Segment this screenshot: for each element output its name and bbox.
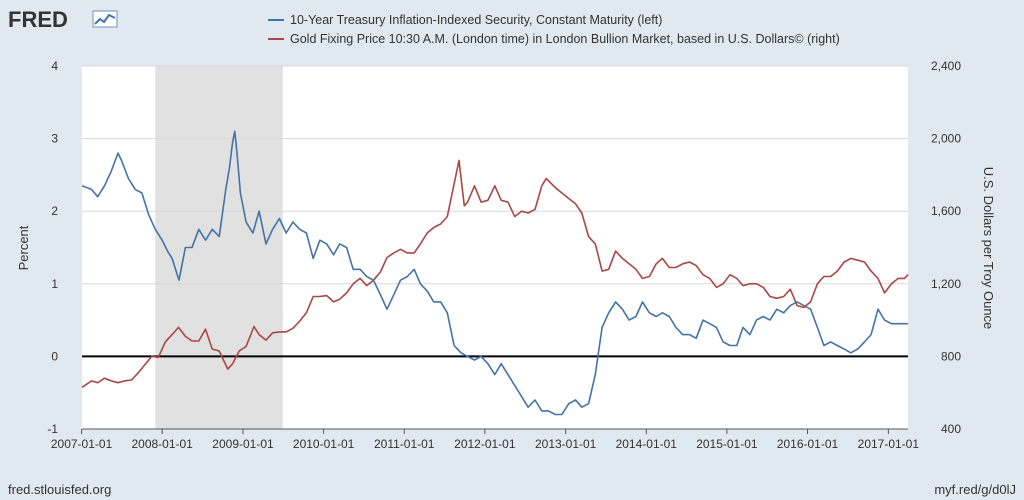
legend-label-gold: Gold Fixing Price 10:30 A.M. (London tim… xyxy=(290,32,840,46)
legend-item-gold[interactable]: Gold Fixing Price 10:30 A.M. (London tim… xyxy=(268,32,840,46)
y-axis-right: 2,400 2,000 1,600 1,200 800 400 xyxy=(931,59,961,436)
x-tick-label-1: 2008-01-01 xyxy=(131,437,193,451)
y-left-tick-label-0: 4 xyxy=(51,59,58,73)
x-tick-label-4: 2011-01-01 xyxy=(374,437,435,451)
legend-label-treasury: 10-Year Treasury Inflation-Indexed Secur… xyxy=(290,13,662,27)
y-left-tick-label-3: 1 xyxy=(51,277,58,291)
x-tick-label-0: 2007-01-01 xyxy=(51,437,113,451)
y-right-tick-label-3: 1,200 xyxy=(931,277,961,291)
y-axis-left: 4 3 2 1 0 -1 xyxy=(47,59,58,436)
trend-chart-icon xyxy=(92,10,118,28)
y-axis-right-title: U.S. Dollars per Troy Ounce xyxy=(981,167,996,330)
y-right-tick-label-4: 800 xyxy=(941,349,961,363)
y-left-tick-label-4: 0 xyxy=(51,349,58,363)
series-layer xyxy=(81,130,909,416)
y-left-tick-label-2: 2 xyxy=(51,204,58,218)
y-right-tick-label-5: 400 xyxy=(941,422,961,436)
fred-logo[interactable]: FRED xyxy=(8,7,118,32)
x-tick-label-6: 2013-01-01 xyxy=(535,437,597,451)
y-left-tick-label-1: 3 xyxy=(51,132,58,146)
fred-logo-text: FRED xyxy=(8,7,68,32)
x-tick-label-10: 2017-01-01 xyxy=(858,437,920,451)
y-right-tick-label-0: 2,400 xyxy=(931,59,961,73)
series-line-gold xyxy=(81,159,909,388)
x-tick-label-8: 2015-01-01 xyxy=(696,437,758,451)
y-right-tick-label-1: 2,000 xyxy=(931,132,961,146)
x-tick-label-5: 2012-01-01 xyxy=(454,437,516,451)
recession-layer xyxy=(155,66,283,429)
series-line-treasury xyxy=(81,130,908,416)
x-tick-label-9: 2016-01-01 xyxy=(777,437,839,451)
x-tick-label-2: 2009-01-01 xyxy=(212,437,274,451)
recession-shading xyxy=(155,66,283,429)
legend-item-treasury[interactable]: 10-Year Treasury Inflation-Indexed Secur… xyxy=(268,13,662,27)
x-tick-label-3: 2010-01-01 xyxy=(293,437,355,451)
y-right-tick-label-2: 1,600 xyxy=(931,204,961,218)
x-axis: 2007-01-01 2008-01-01 2009-01-01 2010-01-01… xyxy=(51,428,920,451)
short-url[interactable]: myf.red/g/d0lJ xyxy=(934,482,1016,497)
y-axis-left-title: Percent xyxy=(16,225,31,270)
y-left-tick-label-5: -1 xyxy=(47,422,58,436)
legend: 10-Year Treasury Inflation-Indexed Secur… xyxy=(268,13,840,46)
source-url[interactable]: fred.stlouisfed.org xyxy=(8,482,111,497)
x-tick-label-7: 2014-01-01 xyxy=(616,437,678,451)
